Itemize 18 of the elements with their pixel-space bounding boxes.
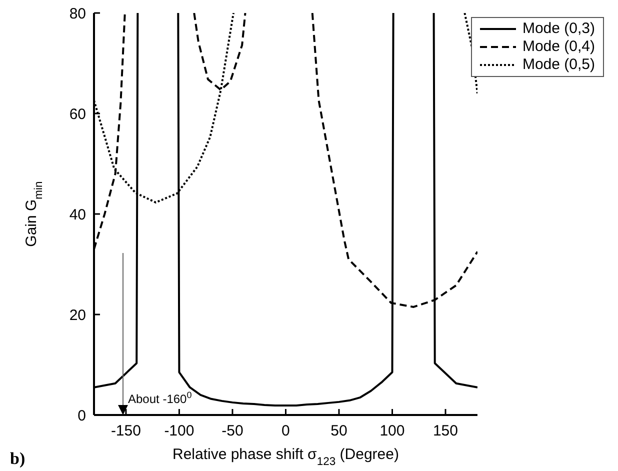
x-tick-label: 0 <box>282 422 290 440</box>
y-tick-label: 0 <box>78 407 86 424</box>
x-tick-label: -50 <box>222 422 244 440</box>
x-tick-label: 100 <box>380 422 405 440</box>
annotation: About -160$^{0}$ <box>128 390 192 406</box>
x-tick-label: -100 <box>164 422 194 440</box>
text: b) <box>10 449 26 469</box>
legend-label: Mode (0,5) <box>522 56 595 74</box>
y-tick-label: 80 <box>69 5 86 22</box>
x-tick-label: 50 <box>330 422 348 440</box>
x-tick-label: 150 <box>432 422 458 440</box>
legend-label: Mode (0,4) <box>522 38 595 56</box>
x-axis-title: Relative phase shift σ$_{123}$ (Degree) <box>172 446 399 468</box>
y-tick-label: 20 <box>69 306 86 324</box>
x-tick-label: -150 <box>110 422 141 440</box>
y-tick-label: 60 <box>69 106 86 123</box>
legend-label: Mode (0,3) <box>522 20 595 38</box>
y-tick-label: 40 <box>69 206 86 224</box>
